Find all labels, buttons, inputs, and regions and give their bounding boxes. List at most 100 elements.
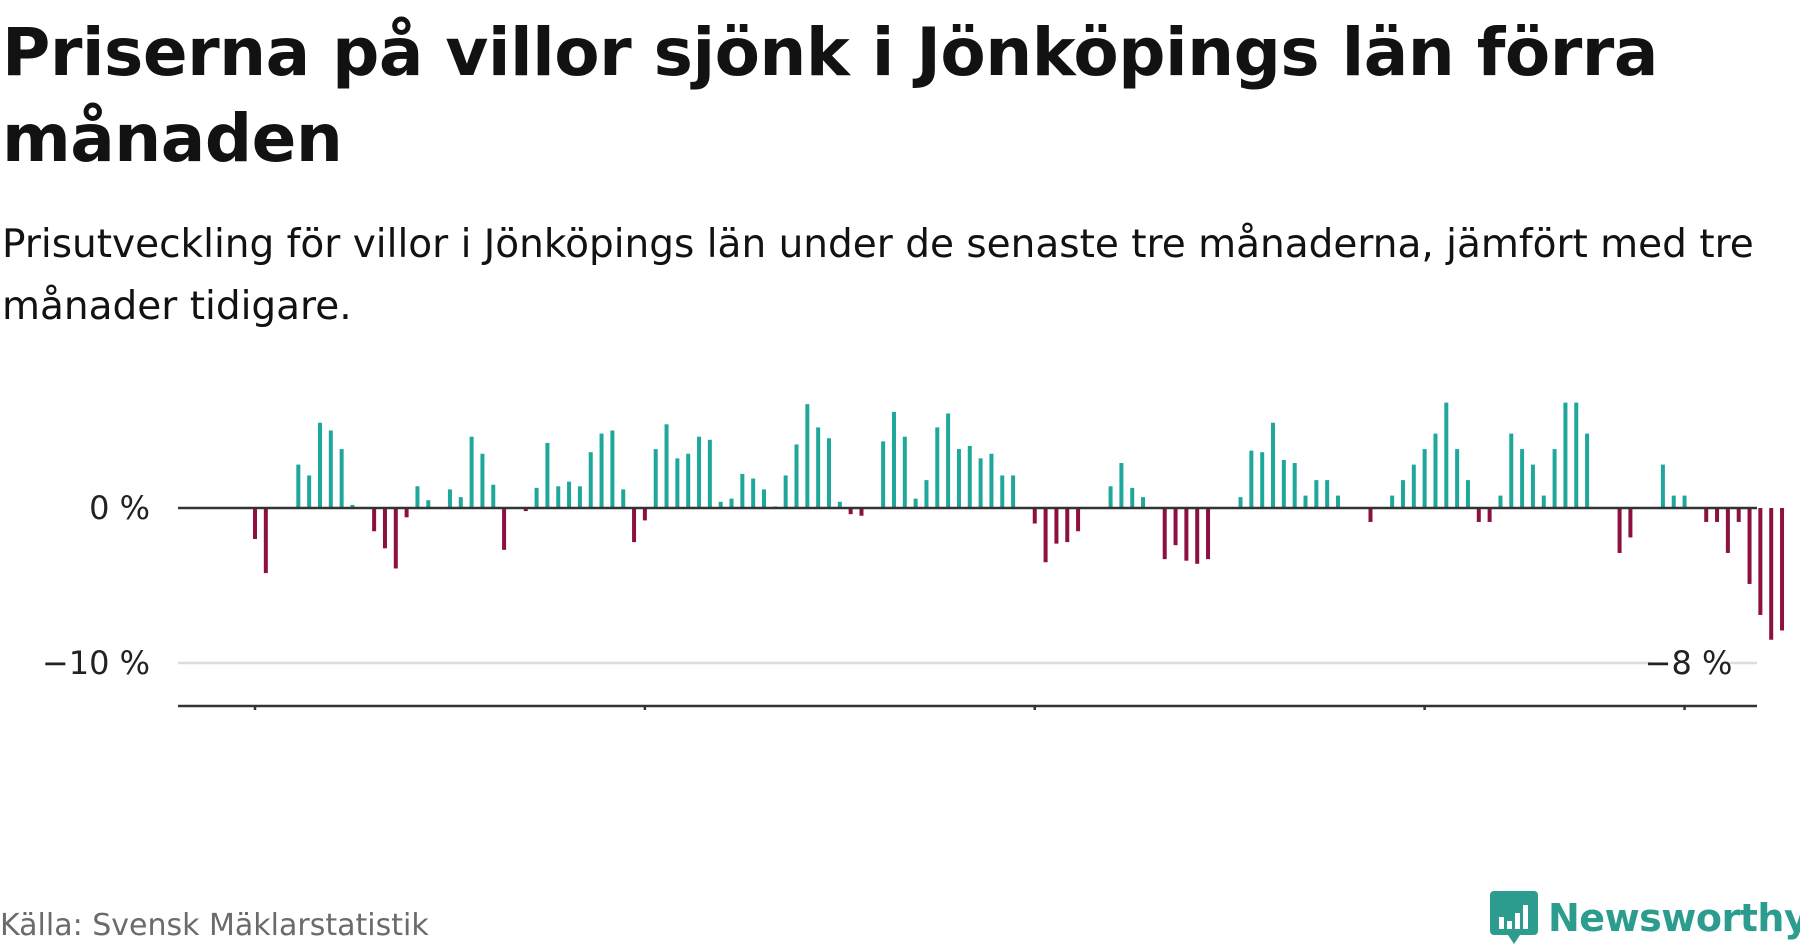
bar [1141, 497, 1146, 508]
bar [956, 449, 961, 508]
bar [1769, 508, 1774, 640]
bar [1054, 508, 1059, 544]
annotation-background [1651, 644, 1726, 682]
bar [848, 508, 853, 515]
bar [317, 422, 322, 508]
bar [263, 508, 268, 574]
bar [740, 473, 745, 508]
bar [415, 486, 420, 508]
bar [599, 433, 604, 508]
bar [707, 439, 712, 508]
bar [718, 501, 723, 508]
bar [545, 442, 550, 508]
bar [1444, 402, 1449, 508]
bar [1065, 508, 1070, 543]
bar [1238, 497, 1243, 508]
bar [1314, 480, 1319, 508]
bar [307, 475, 312, 508]
bar [502, 508, 507, 550]
bar [1292, 463, 1297, 508]
bar [1574, 402, 1579, 508]
bar [393, 508, 398, 569]
bar [762, 489, 767, 508]
bar [588, 452, 593, 508]
bar [1758, 508, 1763, 615]
bar [1498, 495, 1503, 508]
bar [567, 481, 572, 508]
bar [902, 436, 907, 508]
latest-value-label: −8 % [1645, 644, 1733, 682]
bar [1032, 508, 1037, 524]
bar [1336, 495, 1340, 508]
bar [794, 444, 799, 508]
bar [372, 508, 377, 532]
bar [989, 453, 994, 508]
chart-subtitle: Prisutveckling för villor i Jönköpings l… [2, 222, 1754, 329]
bar [1119, 463, 1124, 508]
bar [1671, 495, 1676, 508]
bar [967, 446, 972, 508]
bar-chart: 0 %−10 %20122015201820212023−8 % [42, 402, 1785, 710]
bar [1108, 486, 1113, 508]
bar [1563, 402, 1568, 508]
bar [891, 411, 896, 508]
newsworthy-logo: Newsworthy [1490, 888, 1800, 948]
bar [1162, 508, 1167, 560]
bar [1704, 508, 1709, 522]
labels-layer: 0 %−10 %20122015201820212023−8 % [42, 489, 1733, 682]
bar [1747, 508, 1752, 584]
bar [642, 508, 647, 521]
bar [653, 449, 658, 508]
bar [1260, 452, 1265, 508]
bar [729, 498, 734, 508]
bar [1422, 449, 1427, 508]
bar [1011, 475, 1016, 508]
bar [350, 504, 355, 508]
bar [328, 430, 333, 508]
y-tick-label: −10 % [42, 644, 150, 682]
bar [480, 453, 485, 508]
bar [1715, 508, 1720, 522]
bar [664, 424, 669, 508]
bar [1780, 508, 1785, 631]
bar [1206, 508, 1211, 560]
bar [1076, 508, 1081, 532]
bar [675, 458, 680, 508]
bar [859, 508, 864, 516]
brand-name: Newsworthy [1548, 896, 1800, 940]
bar [1465, 480, 1470, 508]
bar [1660, 464, 1665, 508]
bar [404, 508, 409, 518]
source-note: Källa: Svensk Mäklarstatistik [0, 908, 429, 943]
bar [447, 489, 452, 508]
bar [1725, 508, 1730, 553]
bar [382, 508, 387, 549]
bar [913, 498, 918, 508]
bar [1281, 459, 1286, 508]
bar [751, 478, 756, 508]
bar [577, 486, 582, 508]
bar [1585, 433, 1590, 508]
bar [426, 500, 431, 508]
bar [1184, 508, 1189, 561]
bar [1043, 508, 1048, 563]
bar [523, 508, 528, 512]
bar [1736, 508, 1741, 522]
bar [458, 497, 463, 508]
bar [1368, 508, 1373, 522]
bar [1390, 495, 1395, 508]
bar [1628, 508, 1633, 538]
bar [1455, 449, 1460, 508]
bar [1411, 464, 1416, 508]
bar [1541, 495, 1546, 508]
bar [1530, 464, 1535, 508]
bar [1476, 508, 1481, 522]
bar [632, 508, 637, 543]
bars-layer [253, 402, 1785, 640]
bar [1173, 508, 1178, 546]
bar [491, 484, 496, 508]
bar [1509, 433, 1514, 508]
bar-chart-speech-bubble-icon [1490, 891, 1538, 944]
bar [783, 475, 788, 508]
bar [296, 464, 301, 508]
